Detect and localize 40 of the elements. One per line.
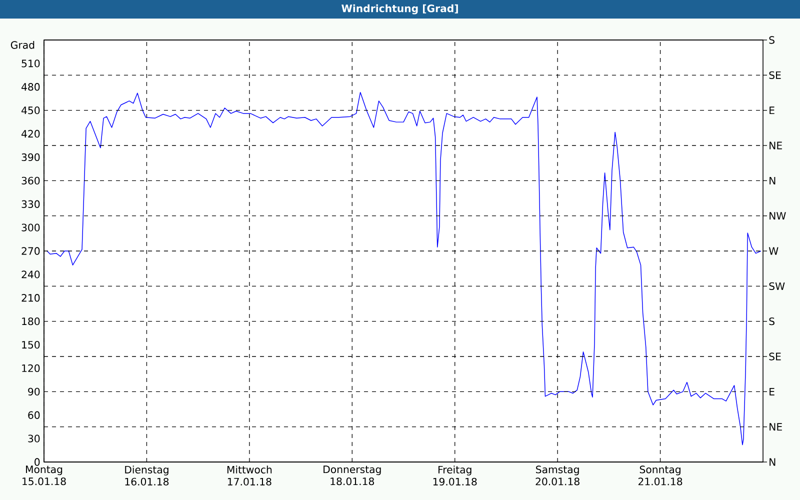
ref-line-label: S — [769, 36, 774, 44]
y-tick-label: 210 — [22, 294, 40, 302]
y-tick-label: 240 — [22, 270, 40, 278]
x-tick-label: Montag 15.01.18 — [22, 466, 66, 486]
ref-line-label: S — [769, 317, 774, 326]
ref-line-label: NE — [770, 423, 782, 431]
y-tick-label: 180 — [22, 317, 40, 326]
y-tick-label: 60 — [28, 411, 40, 419]
ref-line-label: SW — [769, 282, 785, 290]
ref-line-label: SE — [769, 71, 781, 79]
x-tick-label: Samstag 20.01.18 — [536, 466, 580, 486]
y-tick-label: 0 — [34, 458, 40, 466]
x-tick-label: Sonntag 21.01.18 — [638, 466, 682, 486]
x-tick-label: Freitag 19.01.18 — [433, 466, 477, 486]
chart-title: Windrichtung [Grad] — [342, 4, 458, 14]
y-tick-label: 300 — [22, 224, 40, 232]
x-tick-label: Donnerstag 18.01.18 — [324, 466, 381, 486]
y-tick-label: 480 — [22, 83, 40, 91]
ref-line-label: E — [770, 106, 774, 114]
y-tick-label: 330 — [22, 200, 40, 208]
x-tick-label: Mittwoch 17.01.18 — [227, 466, 272, 486]
ref-line-label: E — [770, 388, 774, 396]
x-tick-label: Dienstag 16.01.18 — [125, 466, 169, 486]
y-tick-label: 150 — [22, 340, 40, 349]
y-tick-label: 120 — [22, 364, 40, 372]
ref-line-label: W — [768, 247, 778, 255]
y-axis-title: Grad — [10, 40, 34, 49]
ref-line-label: SE — [769, 352, 781, 360]
y-tick-label: 270 — [22, 247, 40, 255]
y-tick-label: 30 — [28, 434, 40, 442]
y-tick-label: 510 — [22, 60, 40, 68]
y-tick-label: 90 — [28, 388, 40, 396]
ref-line-label: NE — [770, 142, 782, 150]
ref-line-label: NW — [770, 212, 786, 220]
ref-line-label: N — [770, 176, 776, 184]
y-tick-label: 450 — [22, 106, 40, 114]
y-tick-label: 360 — [22, 176, 40, 184]
y-tick-label: 420 — [22, 130, 40, 138]
y-tick-label: 390 — [22, 153, 40, 162]
ref-line-label: N — [770, 458, 776, 466]
